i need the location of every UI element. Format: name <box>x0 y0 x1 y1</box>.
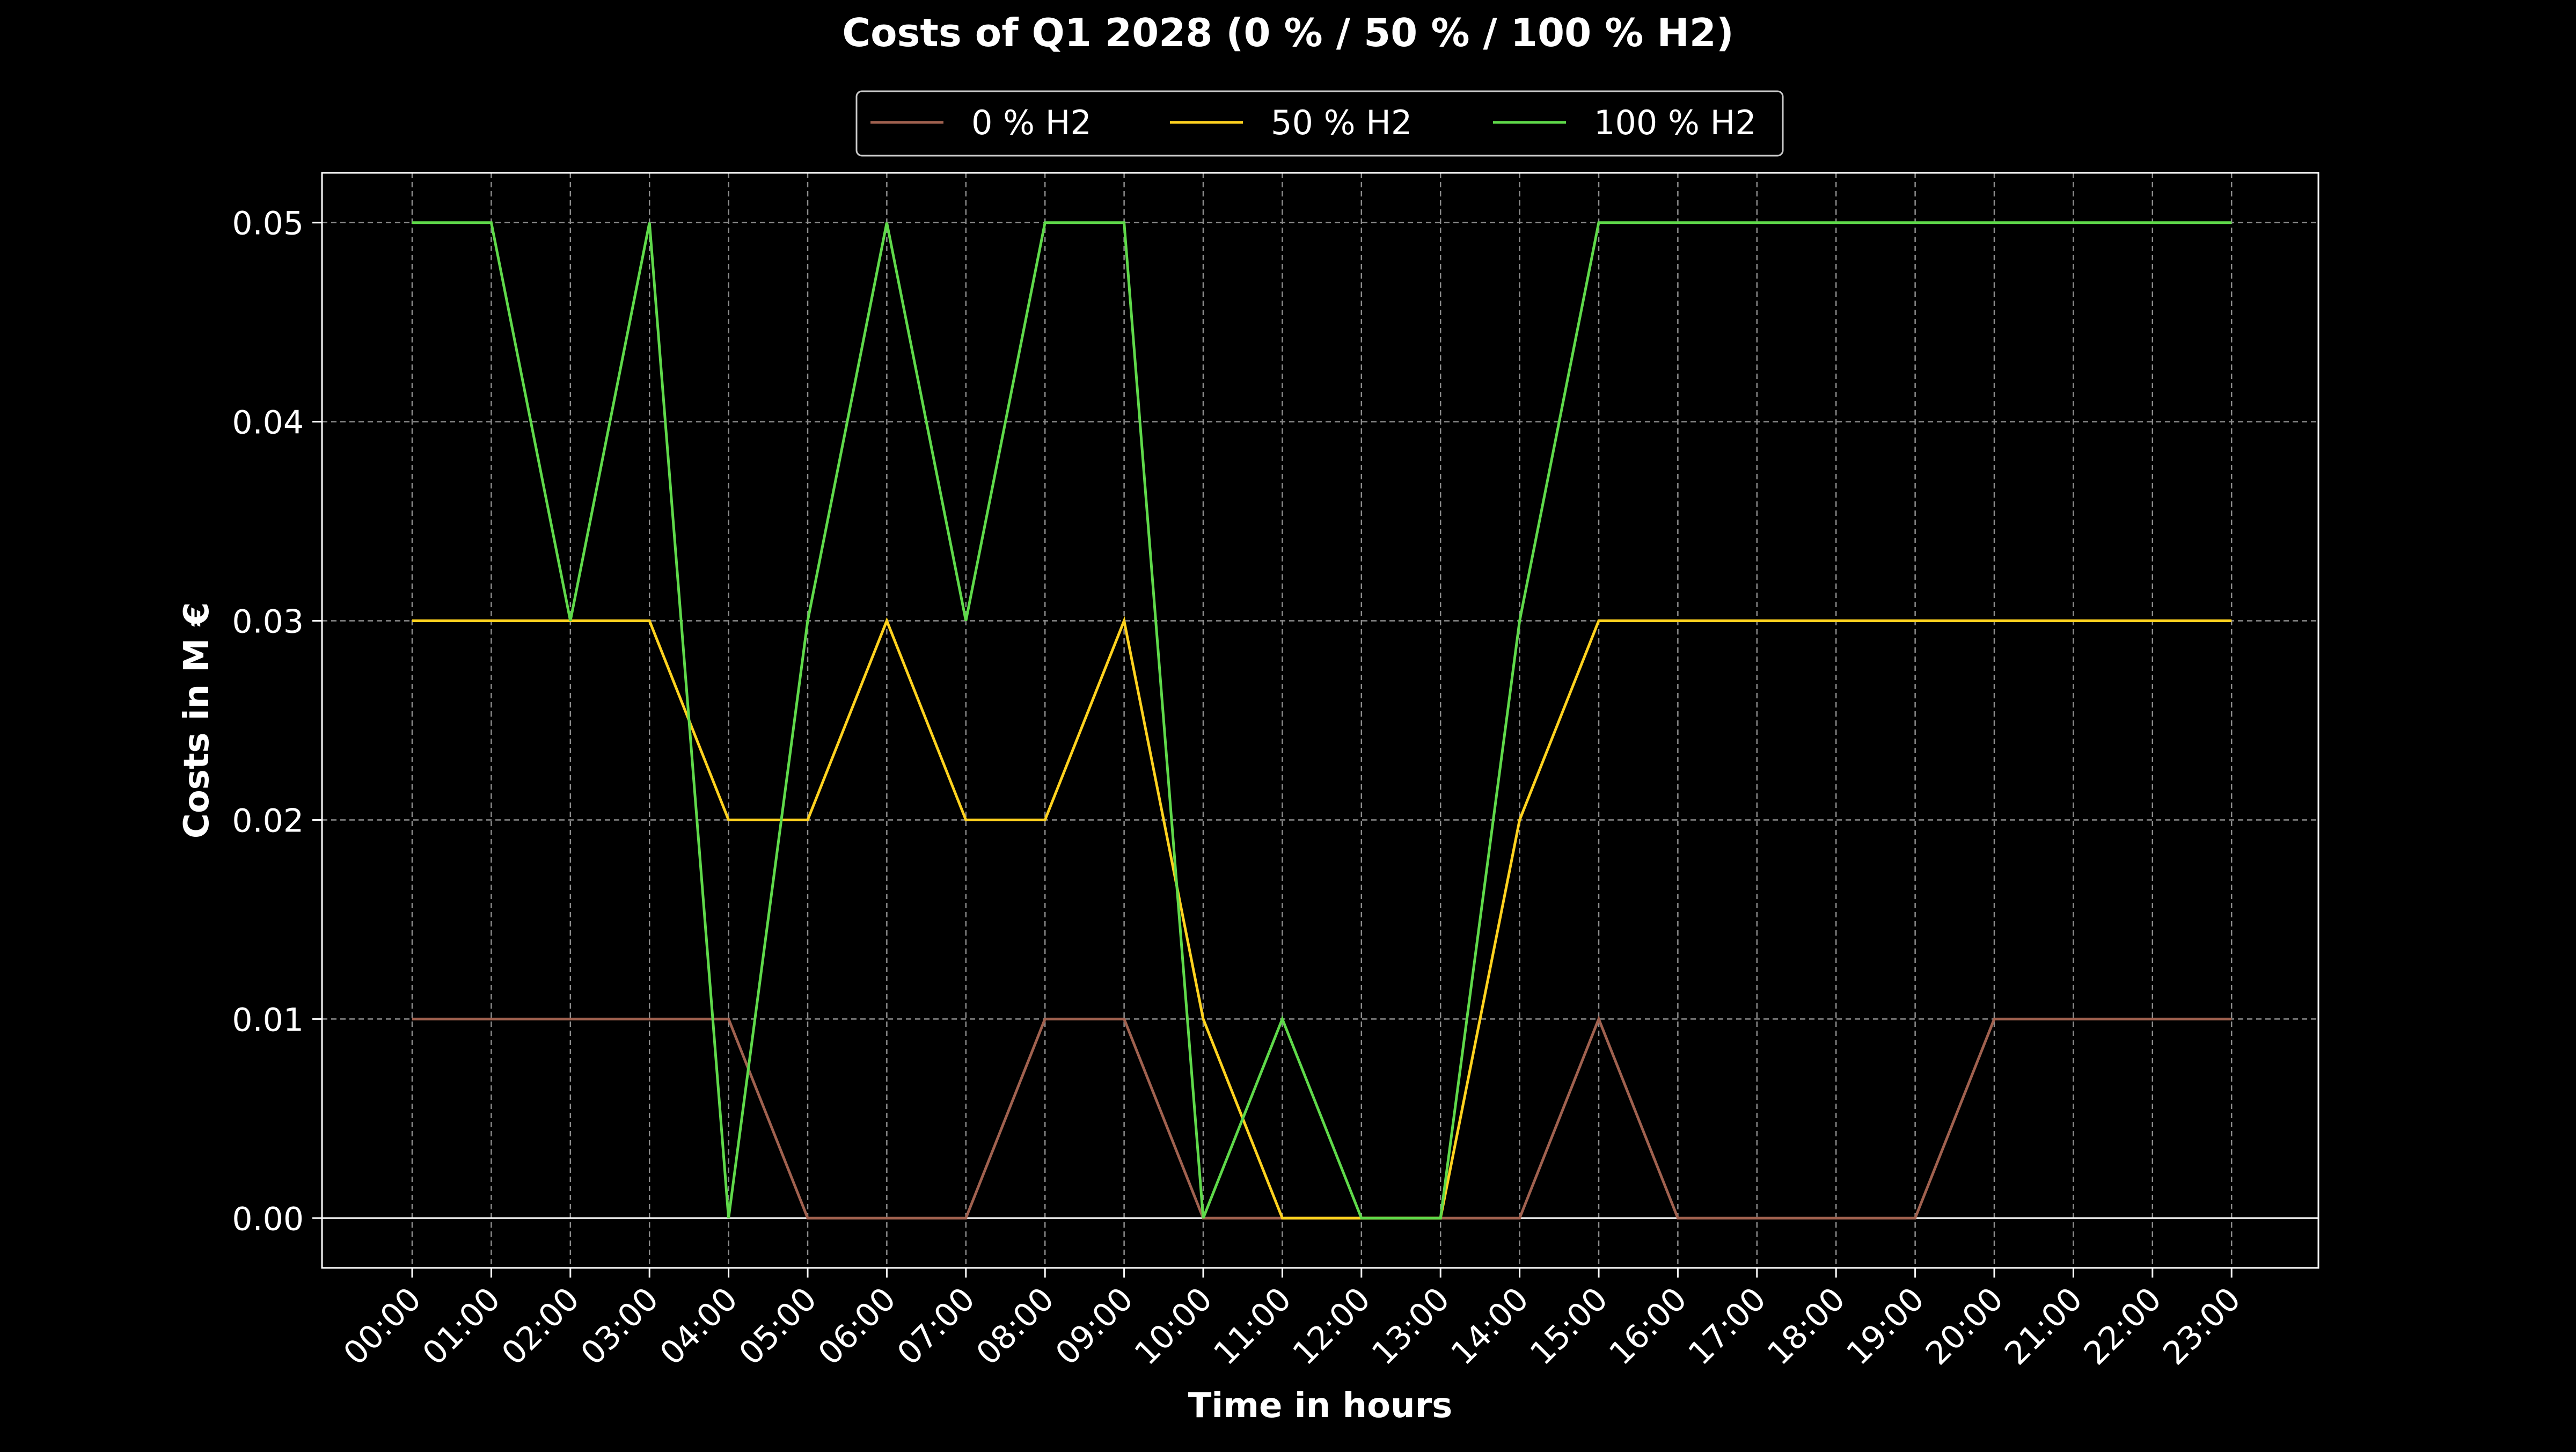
plot-frame <box>321 172 2319 1269</box>
y-tick-label: 0.05 <box>232 205 304 243</box>
legend-box <box>855 90 1784 157</box>
series-line-100-h2 <box>412 221 2232 1220</box>
legend-label-50-h2: 50 % H2 <box>1271 103 1412 142</box>
legend-label-0-h2: 0 % H2 <box>971 103 1092 142</box>
y-tick-label: 0.00 <box>232 1200 304 1238</box>
y-tick-label: 0.01 <box>232 1001 304 1039</box>
legend: 0 % H2 50 % H2 100 % H2 <box>855 90 1784 157</box>
y-axis-label: Costs in M € <box>177 602 217 838</box>
y-tick-label: 0.04 <box>232 404 304 442</box>
y-tick-label: 0.03 <box>232 603 304 641</box>
legend-label-100-h2: 100 % H2 <box>1594 103 1757 142</box>
series-lines <box>412 221 2232 1220</box>
x-axis-label: Time in hours <box>1188 1386 1453 1426</box>
series-line-50-h2 <box>412 616 2232 1220</box>
chart-title: Costs of Q1 2028 (0 % / 50 % / 100 % H2) <box>842 10 1733 55</box>
y-axis-ticks: 0.00 0.01 0.02 0.03 0.04 0.05 <box>232 205 322 1238</box>
y-tick-label: 0.02 <box>232 802 304 840</box>
